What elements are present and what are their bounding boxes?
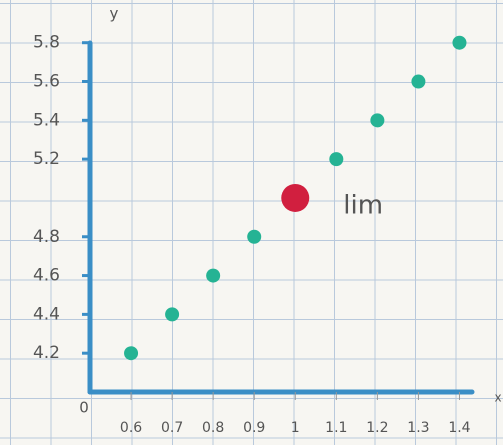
x-tick-label: 0.7 <box>161 420 183 436</box>
y-tick-label: 5.4 <box>33 110 60 130</box>
point <box>329 152 343 166</box>
y-tick-label: 5.8 <box>33 33 60 53</box>
y-tick-label: 4.2 <box>33 343 60 363</box>
x-tick-label: 1.1 <box>325 420 347 436</box>
x-tick-label: 0.8 <box>202 420 224 436</box>
x-tick-label: 1.2 <box>366 420 388 436</box>
x-axis-label: x <box>494 391 501 405</box>
point <box>247 230 261 244</box>
chart: y x 0 4.2 4.4 4.6 4.8 5.2 5.4 5.6 5.8 0.6 0.7 0.8 0.9 1… <box>0 0 503 445</box>
annotation: lim <box>343 190 383 220</box>
x-tick-label: 0.6 <box>120 420 142 436</box>
y-axis-label: y <box>110 5 119 23</box>
point <box>124 346 138 360</box>
origin-label: 0 <box>79 399 89 417</box>
y-tick-label: 4.8 <box>33 227 60 247</box>
point <box>452 36 466 50</box>
x-tick-label: 1 <box>291 420 300 436</box>
point <box>411 75 425 89</box>
point <box>281 184 309 212</box>
y-tick-label: 5.2 <box>33 149 60 169</box>
y-tick-label: 5.6 <box>33 72 60 92</box>
y-tick-label: 4.4 <box>33 304 60 324</box>
point <box>165 307 179 321</box>
point <box>206 269 220 283</box>
x-tick-label: 0.9 <box>243 420 265 436</box>
page: y x 0 4.2 4.4 4.6 4.8 5.2 5.4 5.6 5.8 0.6 0.7 0.8 0.9 1… <box>0 0 503 445</box>
y-tick-label: 4.6 <box>33 266 60 286</box>
point <box>370 113 384 127</box>
x-tick-label: 1.3 <box>407 420 429 436</box>
x-tick-label: 1.4 <box>448 420 470 436</box>
